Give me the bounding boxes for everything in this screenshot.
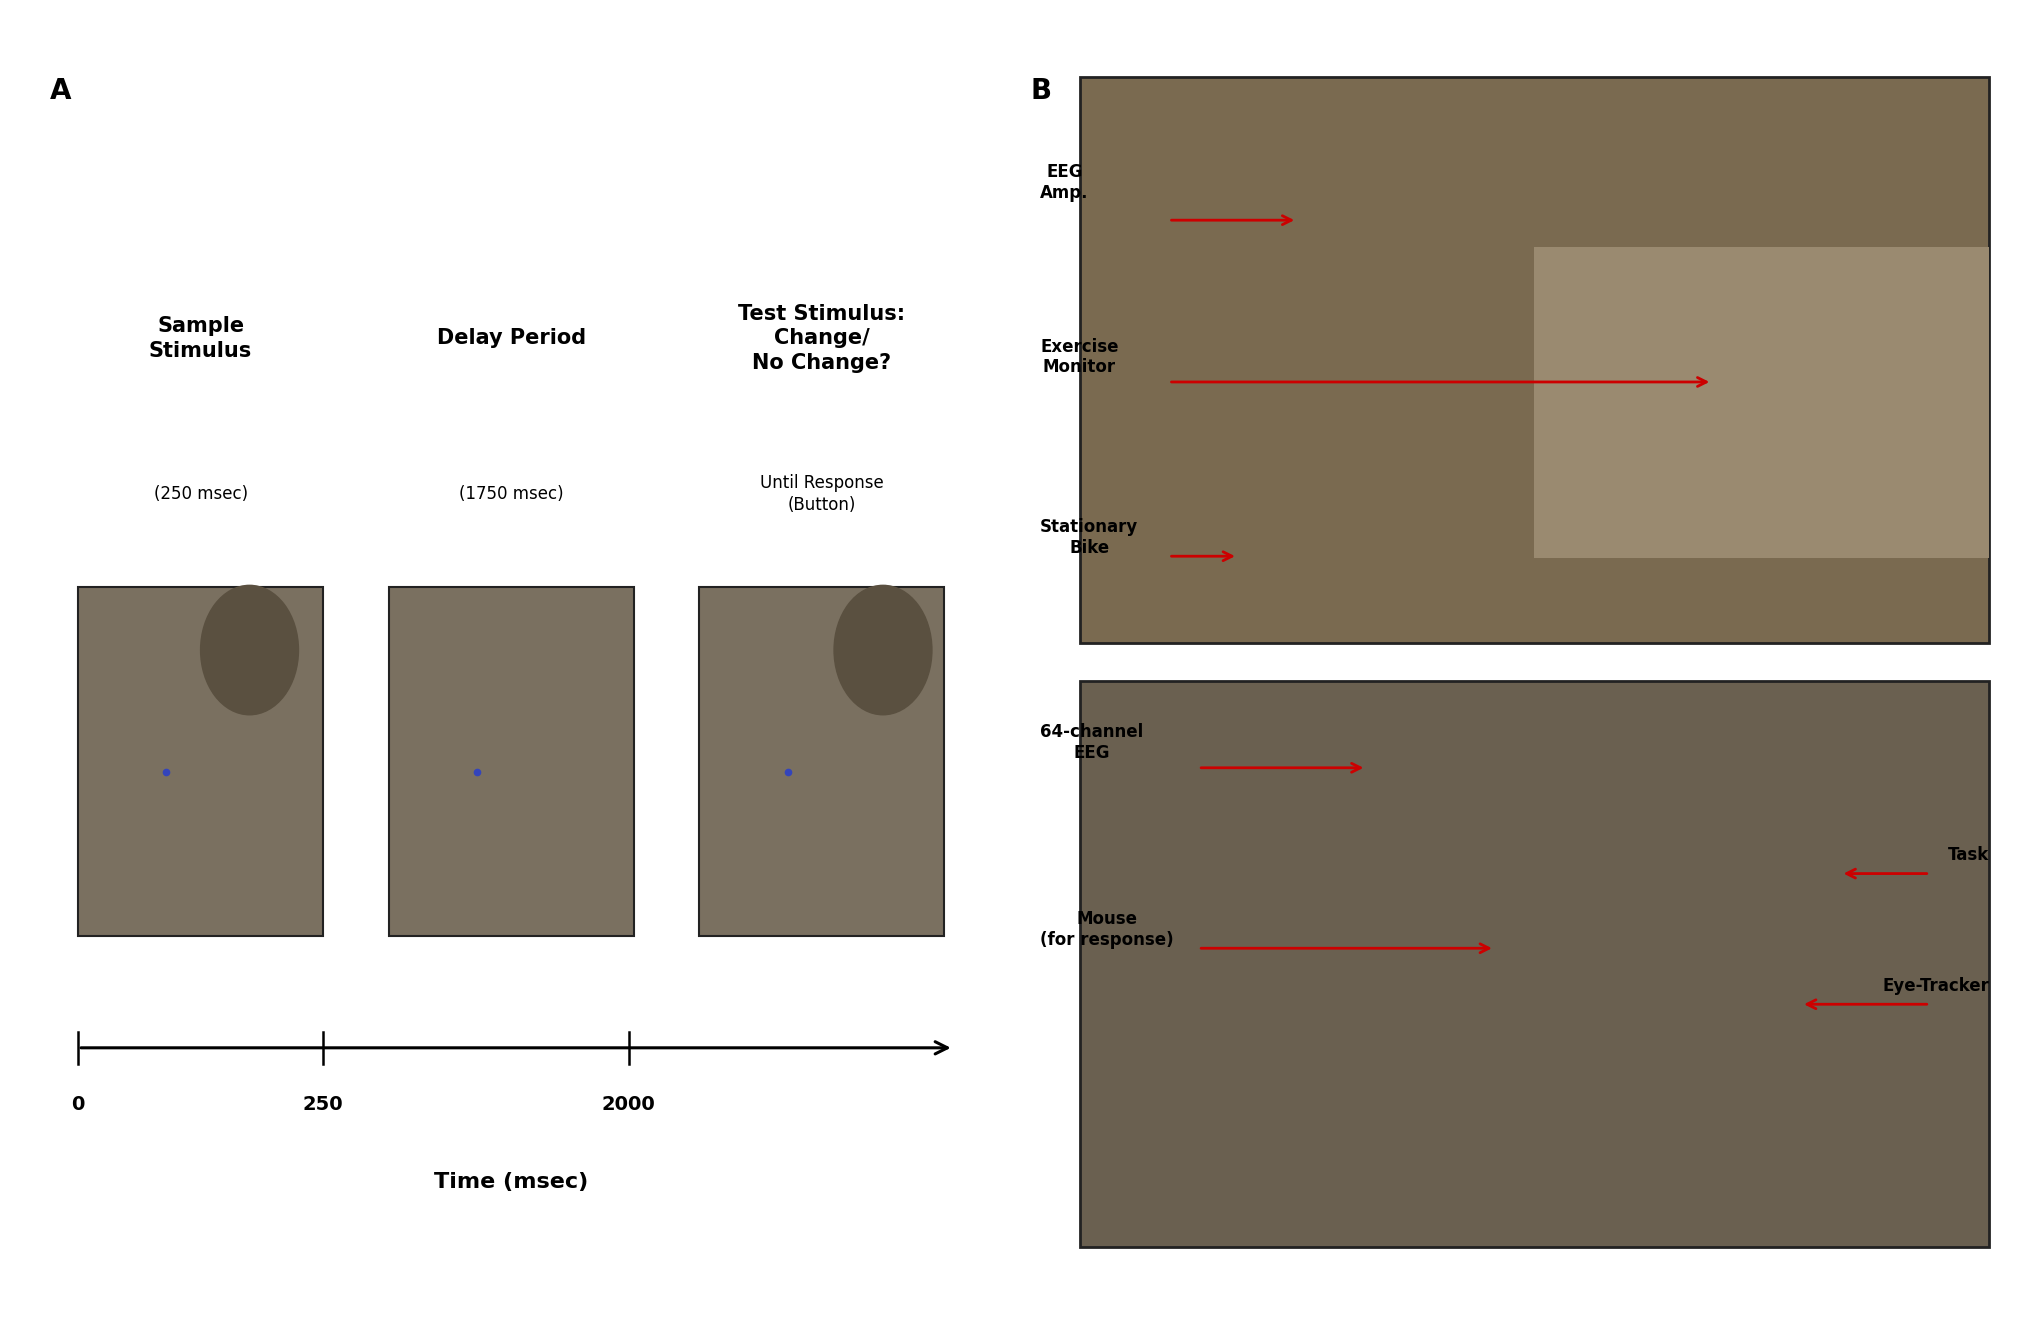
Ellipse shape [834,585,931,715]
Text: Sample
Stimulus: Sample Stimulus [148,316,252,361]
Bar [700,588,943,936]
Text: Mouse
(for response): Mouse (for response) [1041,910,1175,949]
Text: Time (msec): Time (msec) [434,1172,588,1193]
Text: EEG
Amp.: EEG Amp. [1041,163,1090,203]
Bar [390,588,633,936]
Text: 0: 0 [71,1095,85,1113]
Text: Test Stimulus:
Change/
No Change?: Test Stimulus: Change/ No Change? [739,303,905,373]
Text: Until Response
(Button): Until Response (Button) [761,474,885,514]
Ellipse shape [201,585,298,715]
Text: Exercise
Monitor: Exercise Monitor [1041,338,1118,376]
Text: (1750 msec): (1750 msec) [459,485,564,503]
Text: 250: 250 [302,1095,343,1113]
Text: Task: Task [1948,846,1988,863]
Text: Stationary
Bike: Stationary Bike [1041,518,1138,557]
Bar [79,588,323,936]
Text: B: B [1031,77,1051,105]
Text: A: A [51,77,71,105]
Bar [1079,681,1988,1247]
Text: 2000: 2000 [603,1095,655,1113]
Bar [1079,77,1988,643]
Text: Delay Period: Delay Period [436,328,586,348]
Bar [1534,248,1988,559]
Text: (250 msec): (250 msec) [154,485,248,503]
Text: Eye-Tracker: Eye-Tracker [1883,977,1988,994]
Text: 64-channel
EEG: 64-channel EEG [1041,723,1144,763]
